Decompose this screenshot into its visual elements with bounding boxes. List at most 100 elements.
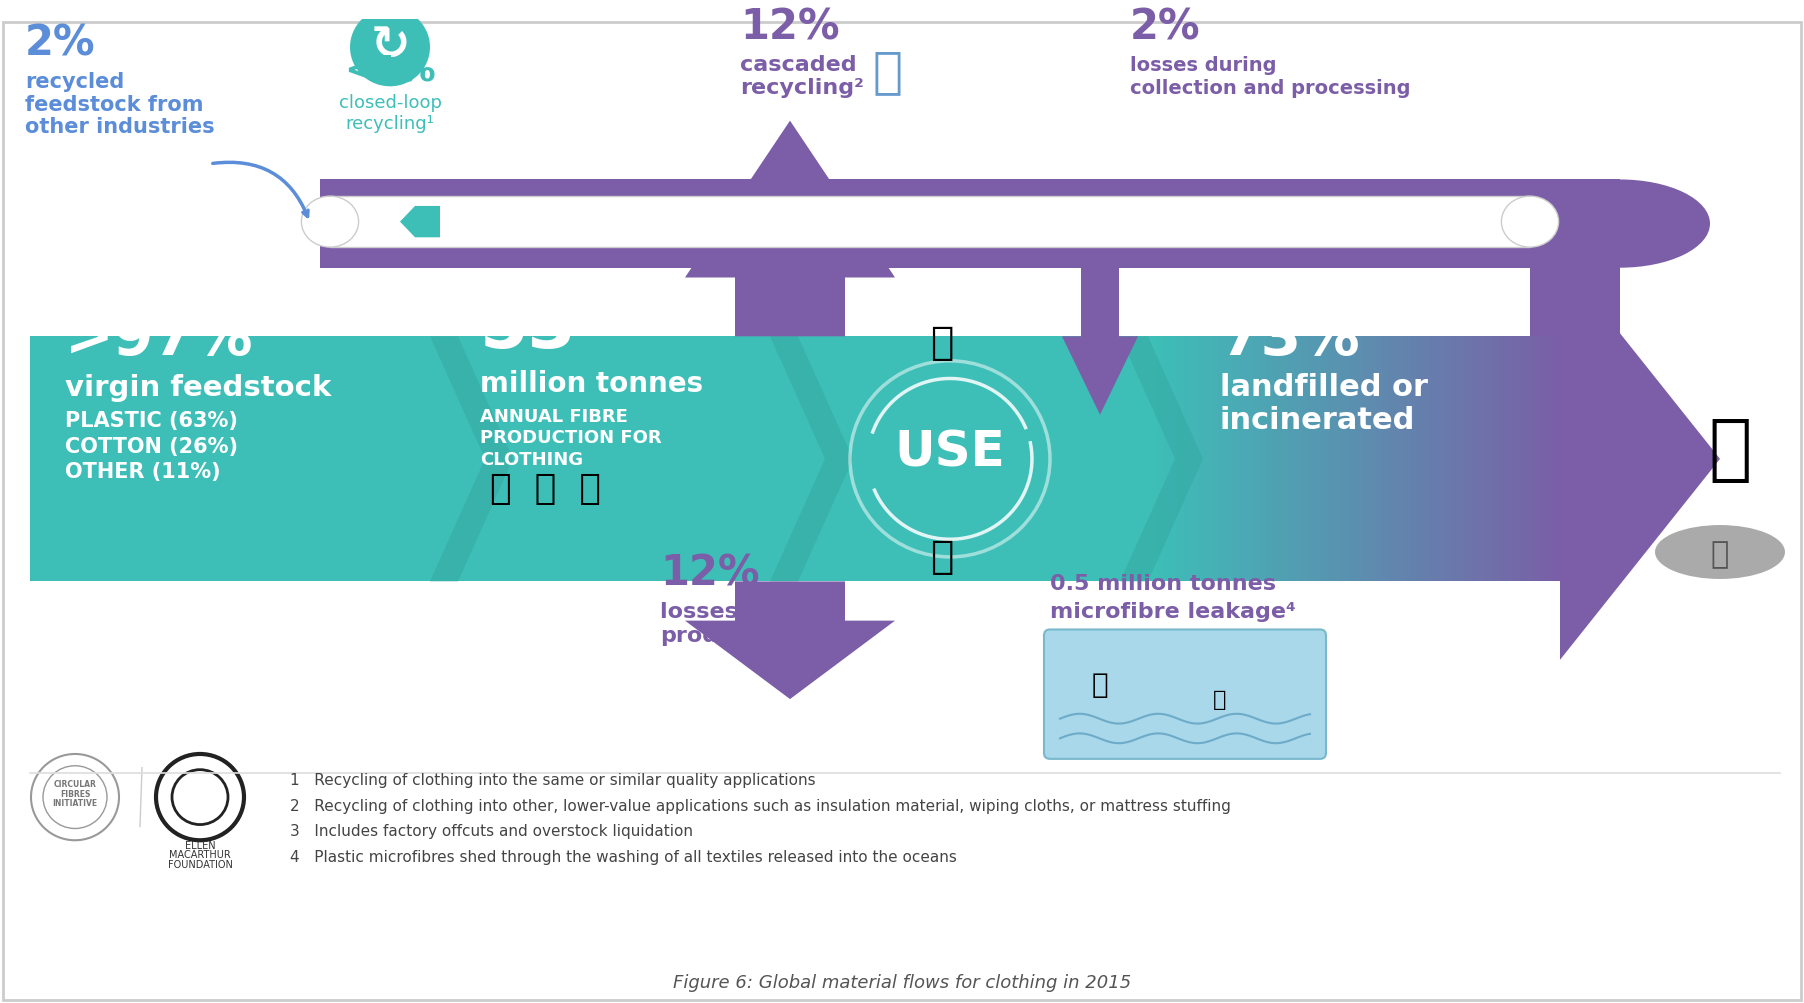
Bar xyxy=(1472,337,1479,582)
Bar xyxy=(1499,337,1506,582)
Text: USE: USE xyxy=(895,427,1005,475)
Bar xyxy=(1183,337,1192,582)
Bar xyxy=(1355,337,1362,582)
Bar xyxy=(1293,337,1301,582)
Bar xyxy=(1191,337,1200,582)
Ellipse shape xyxy=(1530,181,1710,269)
Bar xyxy=(1526,337,1533,582)
FancyBboxPatch shape xyxy=(1045,630,1326,759)
Bar xyxy=(1404,337,1411,582)
Bar xyxy=(1149,337,1158,582)
Text: PLASTIC (63%): PLASTIC (63%) xyxy=(65,411,238,431)
Bar xyxy=(1164,337,1171,582)
Bar xyxy=(1465,337,1472,582)
Text: production³: production³ xyxy=(660,626,806,646)
Text: recycling²: recycling² xyxy=(740,78,864,98)
Text: 👕  👔  👖: 👕 👔 👖 xyxy=(491,471,601,506)
Bar xyxy=(1458,337,1465,582)
Text: 🔥: 🔥 xyxy=(1708,415,1752,484)
Text: ANNUAL FIBRE: ANNUAL FIBRE xyxy=(480,407,628,425)
Polygon shape xyxy=(770,337,853,582)
Bar xyxy=(1328,337,1335,582)
Text: INITIATIVE: INITIATIVE xyxy=(52,798,97,807)
Polygon shape xyxy=(400,207,440,238)
Bar xyxy=(1409,337,1418,582)
Ellipse shape xyxy=(1654,526,1784,580)
Bar xyxy=(1477,337,1486,582)
Text: 💧: 💧 xyxy=(873,48,904,96)
Polygon shape xyxy=(1120,337,1203,582)
Bar xyxy=(1348,337,1357,582)
Bar xyxy=(1553,337,1560,582)
Bar xyxy=(1416,337,1425,582)
Bar xyxy=(1438,337,1445,582)
Text: 53: 53 xyxy=(480,295,577,361)
Text: 2   Recycling of clothing into other, lower-value applications such as insulatio: 2 Recycling of clothing into other, lowe… xyxy=(290,798,1230,813)
Bar xyxy=(1512,337,1521,582)
Bar xyxy=(1519,337,1526,582)
Text: incinerated: incinerated xyxy=(1220,406,1416,435)
Bar xyxy=(1259,337,1266,582)
Bar xyxy=(1266,337,1274,582)
Bar xyxy=(1342,337,1349,582)
Bar xyxy=(1218,337,1227,582)
Polygon shape xyxy=(429,337,512,582)
Bar xyxy=(1225,337,1232,582)
Text: cascaded: cascaded xyxy=(740,54,857,74)
Ellipse shape xyxy=(301,197,359,248)
Bar xyxy=(1443,337,1452,582)
Text: virgin feedstock: virgin feedstock xyxy=(65,374,332,401)
Text: losses in: losses in xyxy=(660,601,769,621)
Bar xyxy=(1375,337,1384,582)
Bar xyxy=(1335,337,1342,582)
Bar xyxy=(1450,337,1458,582)
Bar xyxy=(1431,337,1438,582)
Bar xyxy=(1423,337,1431,582)
Bar xyxy=(1198,337,1205,582)
Text: 0.5 million tonnes: 0.5 million tonnes xyxy=(1050,574,1275,594)
Bar xyxy=(330,197,1530,248)
Text: 73%: 73% xyxy=(1220,310,1360,366)
Text: FOUNDATION: FOUNDATION xyxy=(168,859,233,869)
Bar xyxy=(1533,337,1541,582)
Text: collection and processing: collection and processing xyxy=(1129,79,1411,98)
Text: recycled: recycled xyxy=(25,72,124,92)
Text: COTTON (26%): COTTON (26%) xyxy=(65,436,238,456)
Text: other industries: other industries xyxy=(25,117,215,137)
Bar xyxy=(1279,337,1288,582)
Text: 12%: 12% xyxy=(660,552,759,594)
Text: 🐟: 🐟 xyxy=(1091,671,1108,699)
Bar xyxy=(1171,337,1178,582)
Text: CIRCULAR: CIRCULAR xyxy=(54,779,96,788)
Bar xyxy=(1321,337,1330,582)
Bar xyxy=(1205,337,1212,582)
Polygon shape xyxy=(1063,269,1138,415)
Text: 💨: 💨 xyxy=(1710,540,1728,569)
Text: microfibre leakage⁴: microfibre leakage⁴ xyxy=(1050,601,1295,621)
Text: ELLEN: ELLEN xyxy=(184,841,215,851)
Ellipse shape xyxy=(1501,197,1559,248)
Text: <1%: <1% xyxy=(345,53,437,87)
Text: losses during: losses during xyxy=(1129,55,1277,74)
Text: OTHER (11%): OTHER (11%) xyxy=(65,462,220,482)
Bar xyxy=(1492,337,1499,582)
Text: 🐟: 🐟 xyxy=(1214,689,1227,709)
Text: closed-loop: closed-loop xyxy=(339,93,442,111)
Text: ↻: ↻ xyxy=(370,24,410,68)
Polygon shape xyxy=(1560,259,1719,660)
Bar xyxy=(1212,337,1220,582)
Bar xyxy=(1156,337,1165,582)
Text: recycling¹: recycling¹ xyxy=(346,115,435,133)
Text: 4   Plastic microfibres shed through the washing of all textiles released into t: 4 Plastic microfibres shed through the w… xyxy=(290,849,956,864)
Text: feedstock from: feedstock from xyxy=(25,94,204,114)
Bar xyxy=(319,181,1620,269)
Bar xyxy=(1274,337,1281,582)
Text: 1   Recycling of clothing into the same or similar quality applications: 1 Recycling of clothing into the same or… xyxy=(290,772,815,787)
Text: 3   Includes factory offcuts and overstock liquidation: 3 Includes factory offcuts and overstock… xyxy=(290,823,693,839)
Bar xyxy=(1247,337,1254,582)
Bar xyxy=(1252,337,1261,582)
Bar xyxy=(1389,337,1396,582)
Bar xyxy=(1396,337,1404,582)
Bar xyxy=(1382,337,1391,582)
Polygon shape xyxy=(686,582,895,699)
